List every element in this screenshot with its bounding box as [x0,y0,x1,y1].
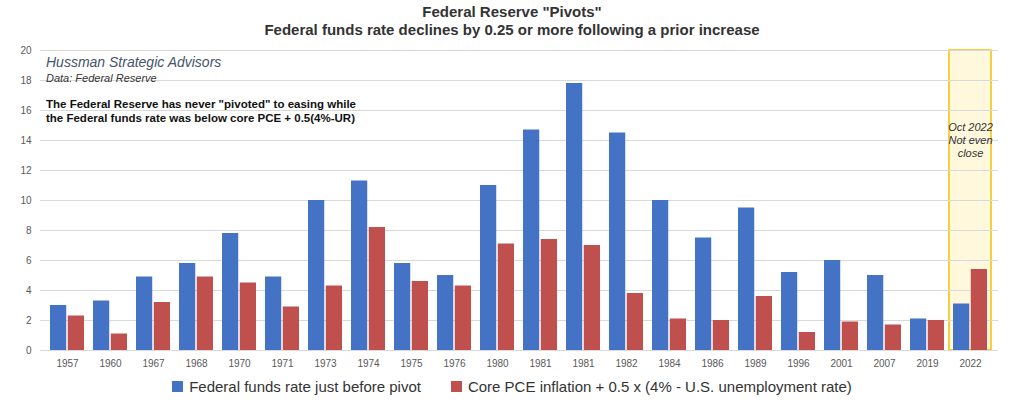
svg-text:14: 14 [20,135,32,146]
svg-text:12: 12 [20,165,32,176]
svg-text:2022: 2022 [959,358,982,369]
svg-text:0: 0 [26,345,32,356]
svg-text:1980: 1980 [486,358,509,369]
html-text:Data: Federal Reserve: Data: Federal Reserve [46,72,157,84]
svg-text:18: 18 [20,75,32,86]
html-text:Federal funds rate declines by: Federal funds rate declines by 0.25 or m… [264,21,760,38]
svg-text:16: 16 [20,105,32,116]
svg-text:2019: 2019 [916,358,939,369]
svg-text:1971: 1971 [271,358,294,369]
svg-text:1973: 1973 [314,358,337,369]
svg-text:Oct 2022Not evenclose: Oct 2022Not evenclose [948,121,993,158]
svg-text:1989: 1989 [744,358,767,369]
svg-text:1982: 1982 [615,358,638,369]
html-text:the Federal funds rate was bel: the Federal funds rate was below core PC… [46,112,355,124]
svg-text:1976: 1976 [443,358,466,369]
svg-text:10: 10 [20,195,32,206]
svg-text:6: 6 [26,255,32,266]
svg-text:20: 20 [20,45,32,56]
html-text:Federal Reserve "Pivots": Federal Reserve "Pivots" [422,3,602,20]
svg-text:2001: 2001 [830,358,853,369]
html-text:Federal funds rate just before: Federal funds rate just before pivot [189,377,421,395]
html-text:Hussman Strategic Advisors: Hussman Strategic Advisors [46,54,222,70]
svg-text:4: 4 [26,285,32,296]
svg-text:8: 8 [26,225,32,236]
html-text:The Federal Reserve has never: The Federal Reserve has never "pivoted" … [46,98,356,110]
svg-text:1970: 1970 [228,358,251,369]
svg-text:1974: 1974 [357,358,380,369]
svg-text:1960: 1960 [99,358,122,369]
svg-text:1968: 1968 [185,358,208,369]
svg-text:1957: 1957 [56,358,79,369]
html-text:Core PCE inflation + 0.5 x (4%: Core PCE inflation + 0.5 x (4% - U.S. un… [467,377,852,395]
svg-text:1981: 1981 [529,358,552,369]
svg-text:2007: 2007 [873,358,896,369]
svg-text:1975: 1975 [400,358,423,369]
svg-text:1967: 1967 [142,358,165,369]
svg-text:1981: 1981 [572,358,595,369]
svg-text:1984: 1984 [658,358,681,369]
svg-text:1996: 1996 [787,358,810,369]
svg-text:1986: 1986 [701,358,724,369]
svg-text:2: 2 [26,315,32,326]
